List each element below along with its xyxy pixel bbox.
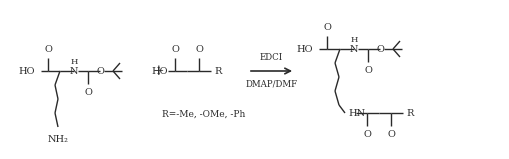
Text: N: N: [349, 45, 357, 53]
Text: O: O: [84, 88, 92, 97]
Text: HO: HO: [18, 66, 35, 76]
Text: O: O: [386, 130, 394, 139]
Text: N: N: [70, 66, 78, 76]
Text: HN: HN: [347, 108, 364, 118]
Text: H: H: [70, 58, 77, 66]
Text: O: O: [375, 45, 383, 53]
Text: O: O: [363, 66, 371, 75]
Text: H: H: [350, 36, 357, 44]
Text: O: O: [44, 45, 52, 54]
Text: HO: HO: [296, 45, 313, 53]
Text: O: O: [322, 23, 330, 32]
Text: O: O: [362, 130, 370, 139]
Text: O: O: [194, 45, 203, 54]
Text: DMAP/DMF: DMAP/DMF: [245, 79, 297, 88]
Text: R: R: [405, 108, 413, 118]
Text: R=-Me, -OMe, -Ph: R=-Me, -OMe, -Ph: [162, 110, 245, 118]
Text: O: O: [96, 66, 104, 76]
Text: +: +: [152, 64, 163, 78]
Text: O: O: [171, 45, 179, 54]
Text: HO: HO: [151, 66, 167, 76]
Text: NH₂: NH₂: [47, 135, 68, 144]
Text: EDCI: EDCI: [260, 53, 282, 62]
Text: R: R: [214, 66, 221, 76]
